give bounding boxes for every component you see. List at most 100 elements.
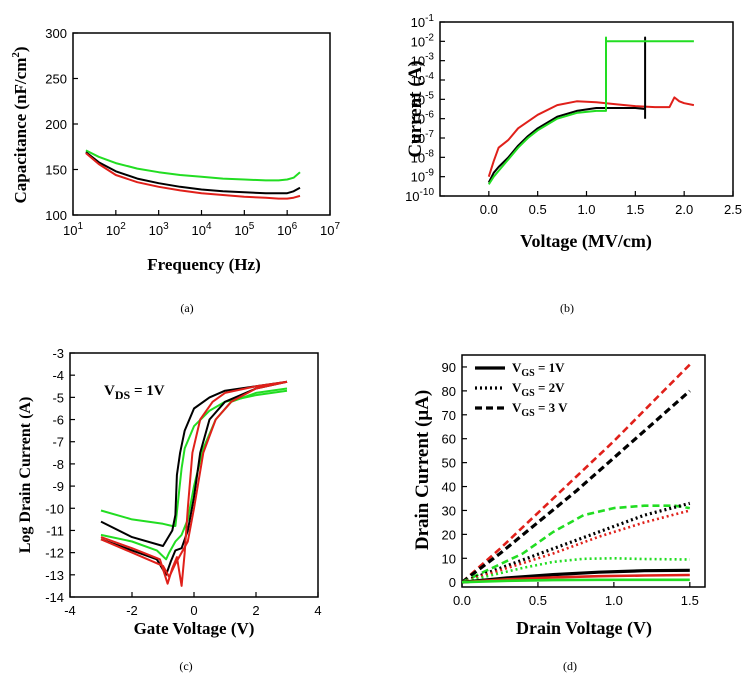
series-line-black-1: [85, 151, 301, 195]
y-axis-label: Current (A): [405, 60, 426, 157]
y-tick-label: -3: [52, 346, 64, 361]
x-axis-label: Frequency (Hz): [147, 255, 260, 274]
x-tick-label: -4: [64, 603, 76, 618]
y-tick-label: -9: [52, 479, 64, 494]
x-axis-label: Voltage (MV/cm): [520, 231, 652, 252]
series-line-green-2: [462, 504, 691, 584]
y-tick-label: 10-9: [411, 168, 435, 185]
series-line-red-4: [100, 380, 288, 587]
y-tick-label: -6: [52, 413, 64, 428]
x-axis-label: Drain Voltage (V): [516, 618, 652, 639]
plot-frame: [461, 354, 706, 588]
series-line-green-0: [85, 149, 301, 182]
y-tick-label: -7: [52, 435, 64, 450]
x-axis-label: Gate Voltage (V): [134, 619, 255, 638]
y-tick-label: 70: [442, 408, 456, 423]
x-tick-label: 2.0: [675, 202, 693, 217]
y-tick-label: 100: [45, 208, 67, 223]
series-line-red-2: [85, 152, 301, 200]
y-tick-label: 80: [442, 384, 456, 399]
y-tick-label: 50: [442, 456, 456, 471]
x-tick-label: 1.5: [681, 593, 699, 608]
y-tick-label: 20: [442, 527, 456, 542]
x-tick-label: 1.0: [577, 202, 595, 217]
legend-label: VGS = 3 V: [512, 400, 568, 419]
panel-caption: (c): [179, 659, 192, 673]
series-line-black-1: [487, 36, 647, 183]
x-tick-label: 107: [320, 221, 340, 238]
x-tick-label: 103: [149, 221, 169, 238]
x-tick-label: 2.5: [724, 202, 742, 217]
series-line-red-0: [462, 363, 691, 584]
y-tick-label: 30: [442, 503, 456, 518]
x-tick-label: 102: [106, 221, 126, 238]
x-tick-label: 105: [234, 221, 254, 238]
y-tick-label: 10-6: [411, 110, 435, 127]
series-line-green-1: [100, 387, 288, 561]
y-tick-label: 10-10: [405, 187, 434, 204]
x-tick-label: 0: [190, 603, 197, 618]
y-tick-label: 10-4: [411, 71, 435, 88]
series-line-black-3: [462, 501, 691, 584]
series-line-red-0: [487, 96, 695, 178]
plot-frame: [72, 32, 331, 216]
series-line-red-5: [100, 380, 288, 578]
y-tick-label: -13: [45, 568, 64, 583]
x-tick-label: 0.5: [529, 202, 547, 217]
y-tick-label: 10-1: [411, 13, 435, 30]
y-tick-label: 10-7: [411, 129, 435, 146]
x-tick-label: 0.0: [480, 202, 498, 217]
y-tick-label: 90: [442, 360, 456, 375]
x-tick-label: 1.0: [605, 593, 623, 608]
y-tick-label: 10-2: [411, 32, 435, 49]
series-line-black-2: [100, 380, 288, 547]
series-line-green-8: [462, 578, 690, 584]
y-tick-label: 200: [45, 117, 67, 132]
vds-annotation: VDS = 1V: [104, 383, 165, 402]
series-group: [487, 36, 695, 185]
chart-d: 0.0 0.5 1.0 1.5 0 10 20 30 40 50 60 70 80 90 Drain Vol…: [412, 354, 706, 673]
legend-label: VGS = 1V: [512, 360, 565, 379]
series-group: [85, 149, 301, 200]
y-tick-label: -12: [45, 546, 64, 561]
chart-c: -4 -2 0 2 4 -3 -4 -5 -6 -7 -8 -9 -10 -11 -12 -13 -14 Gate…: [17, 346, 322, 673]
series-group: [100, 380, 288, 587]
y-axis-label: Drain Current (μA): [412, 390, 433, 550]
x-tick-label: 104: [191, 221, 211, 238]
y-tick-label: 250: [45, 72, 67, 87]
y-tick-label: 10-8: [411, 148, 435, 165]
x-tick-label: 0.0: [453, 593, 471, 608]
y-tick-label: -5: [52, 390, 64, 405]
y-tick-label: 40: [442, 480, 456, 495]
x-tick-label: 2: [252, 603, 259, 618]
series-line-green-5: [462, 556, 690, 584]
series-group: [462, 363, 691, 584]
legend-label: VGS = 2V: [512, 380, 565, 399]
x-tick-label: 1.5: [626, 202, 644, 217]
x-tick-label: 106: [277, 221, 297, 238]
panel-caption: (a): [180, 301, 193, 315]
y-tick-label: 10-5: [411, 90, 435, 107]
y-tick-label: 10-3: [411, 52, 435, 69]
chart-a: 101 102 103 104 105 106 107 100 150 200 250 300 Freq…: [10, 26, 340, 315]
series-line-black-1: [462, 389, 691, 584]
x-tick-label: -2: [126, 603, 138, 618]
y-tick-label: 60: [442, 432, 456, 447]
y-tick-label: 0: [449, 575, 456, 590]
x-tick-label: 101: [63, 221, 83, 238]
y-tick-label: 10: [442, 551, 456, 566]
series-line-green-2: [487, 36, 694, 185]
y-axis-label: Capacitance (nF/cm2): [10, 46, 30, 203]
y-tick-label: -14: [45, 590, 64, 605]
x-tick-label: 0.5: [529, 593, 547, 608]
y-tick-label: -4: [52, 368, 64, 383]
y-tick-label: 300: [45, 26, 67, 41]
y-tick-label: 150: [45, 163, 67, 178]
y-axis-label: Log Drain Current (A): [17, 397, 34, 554]
y-tick-label: -10: [45, 501, 64, 516]
panel-caption: (b): [560, 301, 574, 315]
y-tick-label: -11: [46, 523, 64, 538]
x-tick-label: 4: [314, 603, 321, 618]
